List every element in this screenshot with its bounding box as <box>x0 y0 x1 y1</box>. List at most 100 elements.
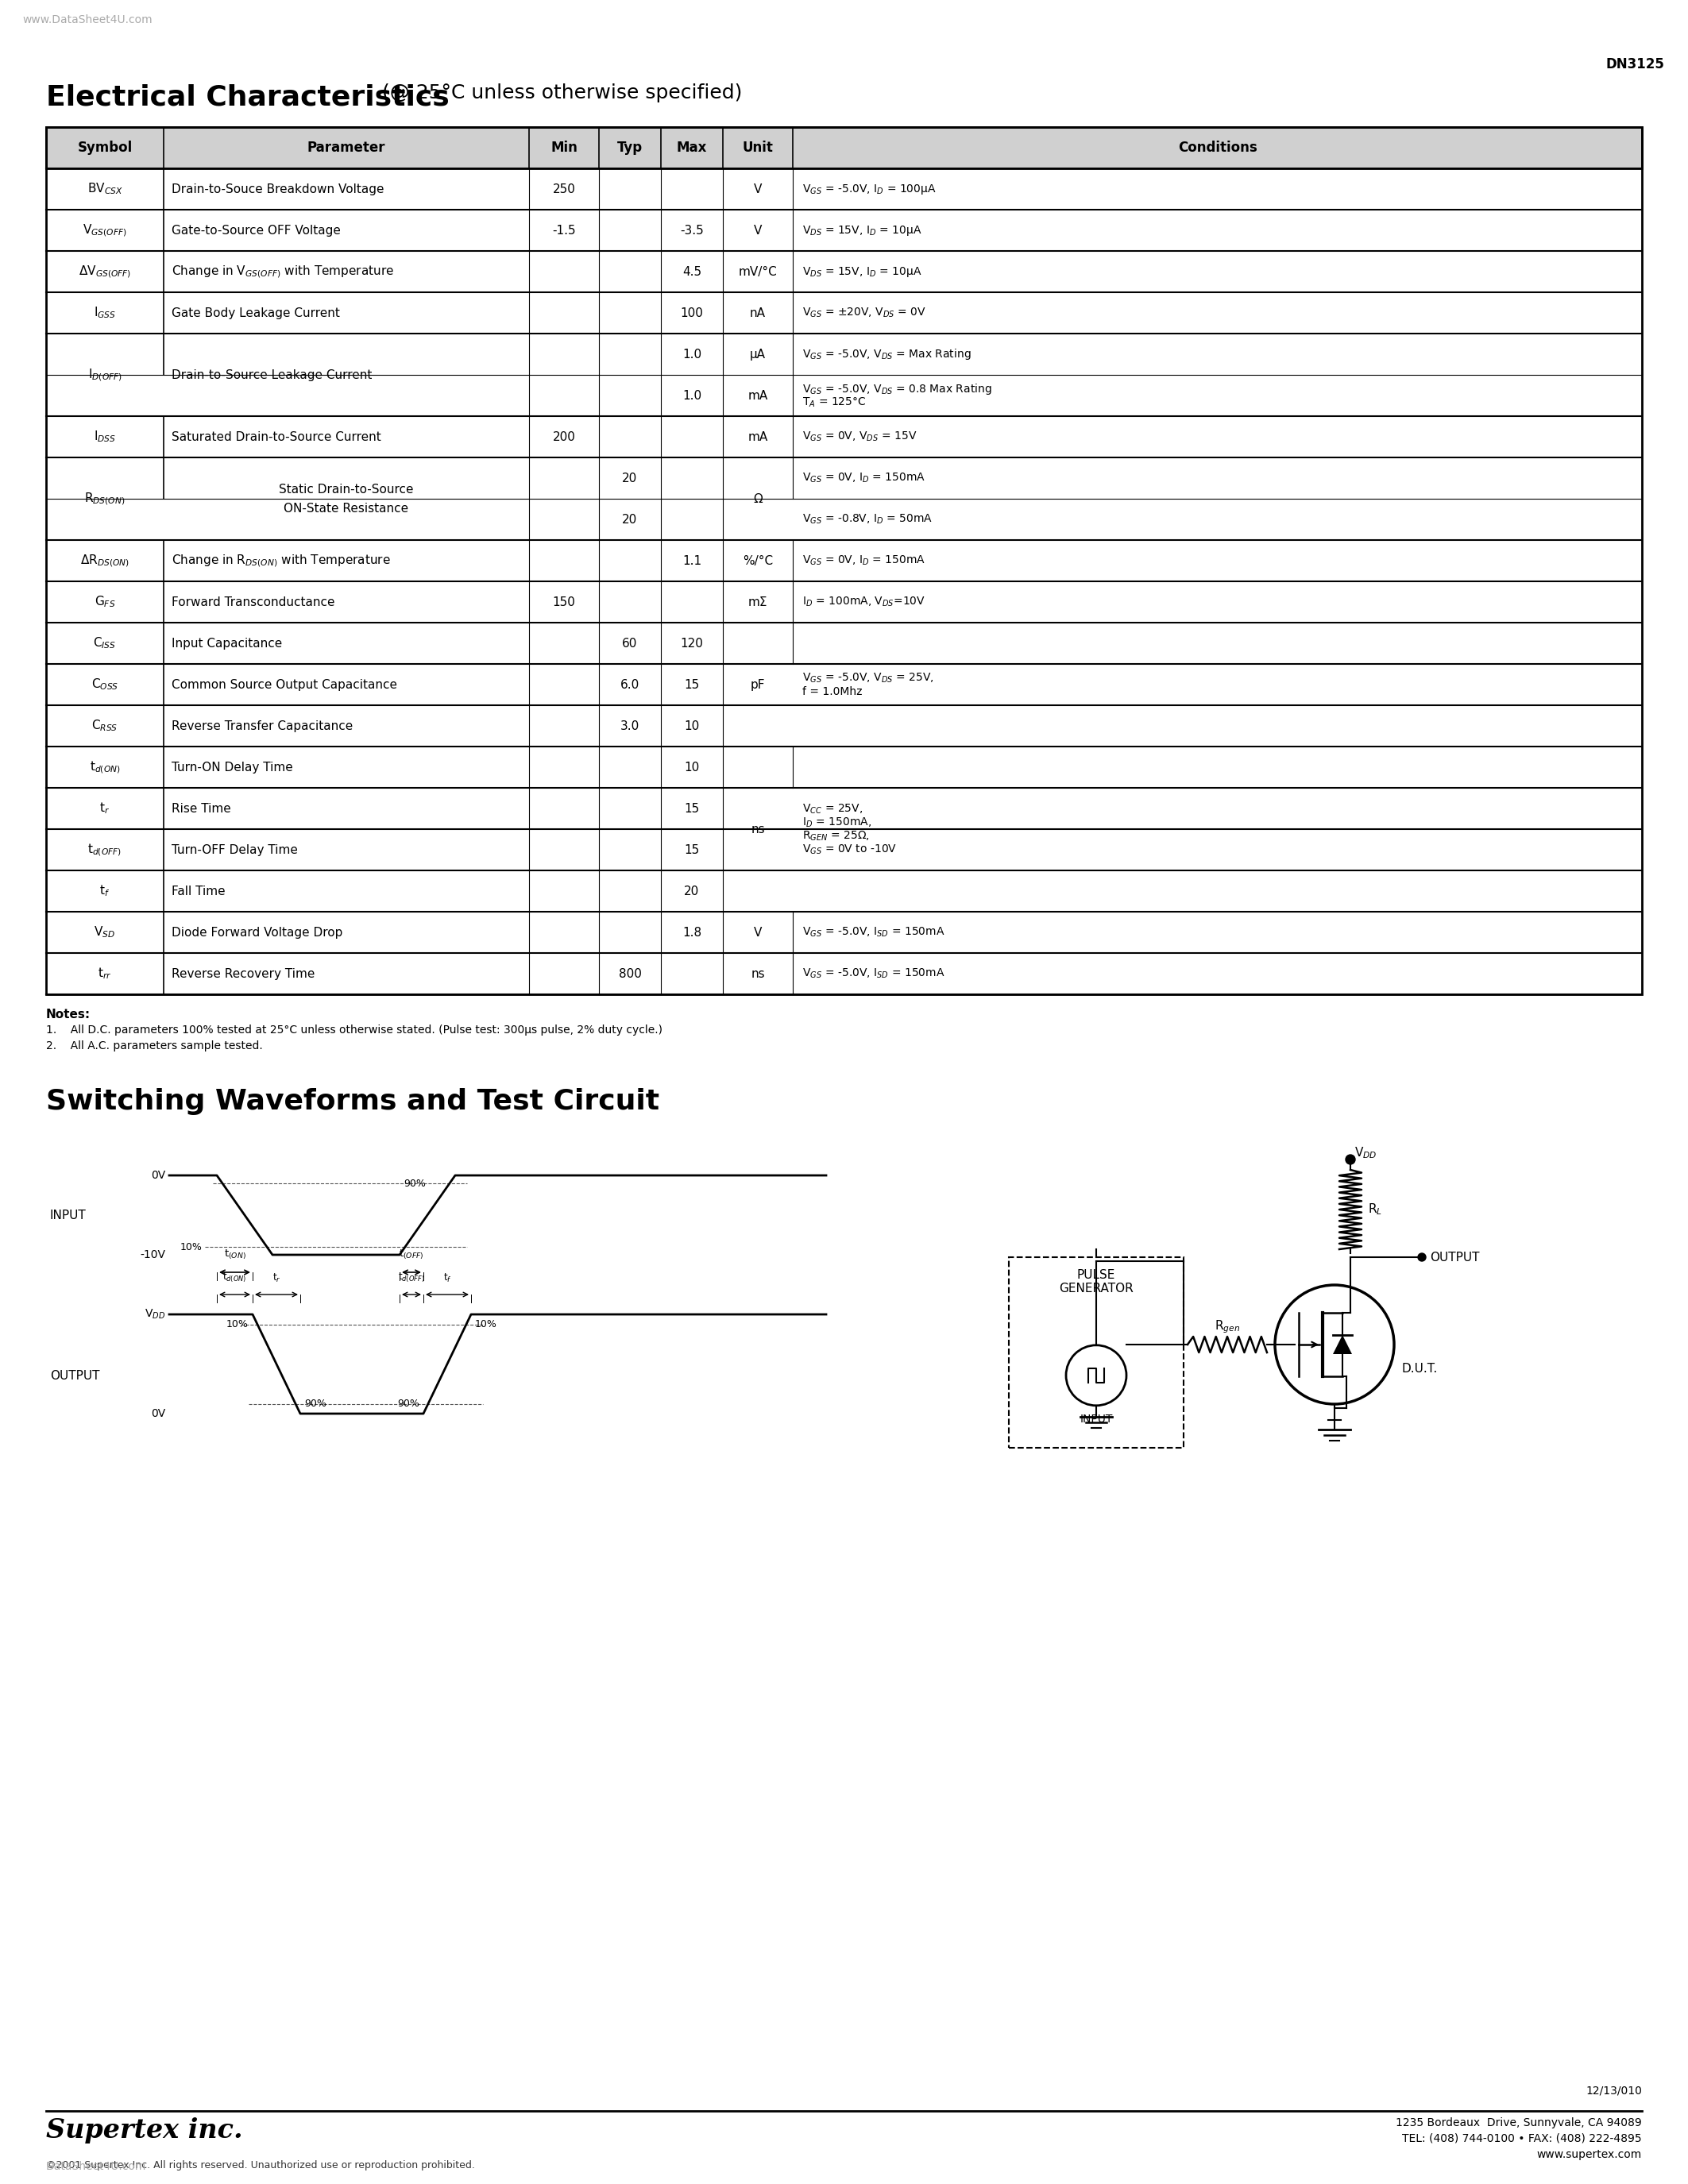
Text: Static Drain-to-Source: Static Drain-to-Source <box>279 483 414 496</box>
Text: Change in R$_{DS(ON)}$ with Temperature: Change in R$_{DS(ON)}$ with Temperature <box>172 553 390 568</box>
Text: Turn-ON Delay Time: Turn-ON Delay Time <box>172 762 294 773</box>
Text: 1.0: 1.0 <box>682 347 702 360</box>
Bar <box>46 127 1642 168</box>
Text: PULSE
GENERATOR: PULSE GENERATOR <box>1058 1269 1133 1295</box>
Text: ΔR$_{DS(ON)}$: ΔR$_{DS(ON)}$ <box>81 553 130 568</box>
Text: 800: 800 <box>618 968 641 981</box>
Text: ns: ns <box>751 823 765 834</box>
Text: Reverse Recovery Time: Reverse Recovery Time <box>172 968 316 981</box>
Bar <box>46 127 1642 994</box>
Polygon shape <box>1334 1334 1352 1354</box>
Text: t$_{f}$: t$_{f}$ <box>442 1273 451 1284</box>
Text: 20: 20 <box>623 472 638 485</box>
Text: Fall Time: Fall Time <box>172 885 225 898</box>
Text: T$_{A}$ = 125°C: T$_{A}$ = 125°C <box>802 395 866 408</box>
Text: 20: 20 <box>684 885 699 898</box>
Text: G$_{FS}$: G$_{FS}$ <box>95 594 115 609</box>
Text: C$_{RSS}$: C$_{RSS}$ <box>91 719 118 734</box>
Text: 250: 250 <box>552 183 576 194</box>
Text: R$_{GEN}$ = 25Ω,: R$_{GEN}$ = 25Ω, <box>802 830 869 843</box>
Text: t$_{rr}$: t$_{rr}$ <box>98 965 111 981</box>
Text: Notes:: Notes: <box>46 1009 91 1020</box>
Text: t$_{d(OFF)}$: t$_{d(OFF)}$ <box>398 1271 425 1284</box>
Text: 90%: 90% <box>397 1398 419 1409</box>
Text: OUTPUT: OUTPUT <box>1430 1251 1479 1262</box>
Text: mΣ: mΣ <box>748 596 768 607</box>
Text: V$_{GS}$ = -5.0V, I$_{SD}$ = 150mA: V$_{GS}$ = -5.0V, I$_{SD}$ = 150mA <box>802 968 945 981</box>
Text: V$_{GS}$ = -5.0V, V$_{DS}$ = Max Rating: V$_{GS}$ = -5.0V, V$_{DS}$ = Max Rating <box>802 347 971 360</box>
Text: %/°C: %/°C <box>743 555 773 566</box>
Text: Rise Time: Rise Time <box>172 802 231 815</box>
Text: 15: 15 <box>684 843 699 856</box>
Text: www.supertex.com: www.supertex.com <box>1536 2149 1642 2160</box>
Text: DN3125: DN3125 <box>1605 57 1664 72</box>
Text: Parameter: Parameter <box>307 140 385 155</box>
Text: 0V: 0V <box>150 1171 165 1182</box>
Text: V$_{CC}$ = 25V,: V$_{CC}$ = 25V, <box>802 802 863 815</box>
Text: I$_{GSS}$: I$_{GSS}$ <box>95 306 116 321</box>
Text: Saturated Drain-to-Source Current: Saturated Drain-to-Source Current <box>172 430 381 443</box>
Text: V$_{GS}$ = 0V to -10V: V$_{GS}$ = 0V to -10V <box>802 843 896 856</box>
Text: Turn-OFF Delay Time: Turn-OFF Delay Time <box>172 843 297 856</box>
Text: pF: pF <box>751 679 765 690</box>
Text: Change in V$_{GS(OFF)}$ with Temperature: Change in V$_{GS(OFF)}$ with Temperature <box>172 264 393 280</box>
Text: t$_{d(OFF)}$: t$_{d(OFF)}$ <box>88 843 122 858</box>
Text: 1235 Bordeaux  Drive, Sunnyvale, CA 94089: 1235 Bordeaux Drive, Sunnyvale, CA 94089 <box>1396 2116 1642 2129</box>
Text: ns: ns <box>751 968 765 981</box>
Text: -10V: -10V <box>140 1249 165 1260</box>
Text: R$_{gen}$: R$_{gen}$ <box>1215 1319 1241 1334</box>
Text: Reverse Transfer Capacitance: Reverse Transfer Capacitance <box>172 721 353 732</box>
Text: INPUT: INPUT <box>1080 1413 1112 1424</box>
Text: R$_{DS(ON)}$: R$_{DS(ON)}$ <box>84 491 125 507</box>
Text: 10: 10 <box>684 762 699 773</box>
Text: BV$_{CSX}$: BV$_{CSX}$ <box>88 181 123 197</box>
Text: 1.0: 1.0 <box>682 389 702 402</box>
Text: 15: 15 <box>684 802 699 815</box>
Text: t$_{d(ON)}$: t$_{d(ON)}$ <box>223 1271 246 1284</box>
Text: Drain-to-Souce Breakdown Voltage: Drain-to-Souce Breakdown Voltage <box>172 183 385 194</box>
Text: Common Source Output Capacitance: Common Source Output Capacitance <box>172 679 397 690</box>
Text: Input Capacitance: Input Capacitance <box>172 638 282 649</box>
Text: Conditions: Conditions <box>1178 140 1258 155</box>
Text: V$_{DS}$ = 15V, I$_{D}$ = 10μA: V$_{DS}$ = 15V, I$_{D}$ = 10μA <box>802 264 922 277</box>
Text: TEL: (408) 744-0100 • FAX: (408) 222-4895: TEL: (408) 744-0100 • FAX: (408) 222-489… <box>1403 2134 1642 2145</box>
Text: V$_{GS}$ = -5.0V, I$_{SD}$ = 150mA: V$_{GS}$ = -5.0V, I$_{SD}$ = 150mA <box>802 926 945 939</box>
Text: 20: 20 <box>623 513 638 526</box>
Circle shape <box>1345 1155 1355 1164</box>
Text: t$_{f}$: t$_{f}$ <box>100 885 110 898</box>
Text: V$_{DD}$: V$_{DD}$ <box>1354 1144 1377 1160</box>
Text: 3.0: 3.0 <box>619 721 640 732</box>
Text: 90%: 90% <box>304 1398 326 1409</box>
Text: ON-State Resistance: ON-State Resistance <box>284 502 408 513</box>
Text: 2.    All A.C. parameters sample tested.: 2. All A.C. parameters sample tested. <box>46 1040 263 1051</box>
Text: nA: nA <box>749 308 766 319</box>
Text: 120: 120 <box>680 638 704 649</box>
Text: INPUT: INPUT <box>51 1210 86 1221</box>
Text: V$_{GS}$ = 0V, I$_{D}$ = 150mA: V$_{GS}$ = 0V, I$_{D}$ = 150mA <box>802 472 925 485</box>
Text: V$_{GS}$ = 0V, V$_{DS}$ = 15V: V$_{GS}$ = 0V, V$_{DS}$ = 15V <box>802 430 917 443</box>
Text: 90%: 90% <box>403 1177 425 1188</box>
Text: 100: 100 <box>680 308 704 319</box>
Text: V$_{GS}$ = -5.0V, V$_{DS}$ = 25V,: V$_{GS}$ = -5.0V, V$_{DS}$ = 25V, <box>802 670 933 684</box>
Text: 12/13/010: 12/13/010 <box>1585 2086 1642 2097</box>
Text: Min: Min <box>550 140 577 155</box>
Bar <box>1009 1258 1183 1448</box>
Text: t$_{(ON)}$: t$_{(ON)}$ <box>223 1247 246 1260</box>
Text: V$_{DS}$ = 15V, I$_{D}$ = 10μA: V$_{DS}$ = 15V, I$_{D}$ = 10μA <box>802 223 922 238</box>
Text: 4.5: 4.5 <box>682 266 702 277</box>
Text: V$_{GS}$ = -0.8V, I$_{D}$ = 50mA: V$_{GS}$ = -0.8V, I$_{D}$ = 50mA <box>802 513 933 526</box>
Text: V$_{GS}$ = 0V, I$_{D}$ = 150mA: V$_{GS}$ = 0V, I$_{D}$ = 150mA <box>802 555 925 568</box>
Text: mA: mA <box>748 389 768 402</box>
Text: Supertex inc.: Supertex inc. <box>46 2116 243 2143</box>
Text: DataSheet4U.com: DataSheet4U.com <box>46 2160 147 2173</box>
Text: Switching Waveforms and Test Circuit: Switching Waveforms and Test Circuit <box>46 1088 660 1116</box>
Text: Ω: Ω <box>753 494 763 505</box>
Text: V$_{DD}$: V$_{DD}$ <box>145 1308 165 1321</box>
Text: V$_{GS}$ = -5.0V, I$_{D}$ = 100μA: V$_{GS}$ = -5.0V, I$_{D}$ = 100μA <box>802 181 937 197</box>
Text: 200: 200 <box>552 430 576 443</box>
Text: 15: 15 <box>684 679 699 690</box>
Text: V: V <box>753 225 761 236</box>
Text: www.DataSheet4U.com: www.DataSheet4U.com <box>22 15 152 26</box>
Text: ΔV$_{GS(OFF)}$: ΔV$_{GS(OFF)}$ <box>79 264 132 280</box>
Text: (@ 25°C unless otherwise specified): (@ 25°C unless otherwise specified) <box>376 83 743 103</box>
